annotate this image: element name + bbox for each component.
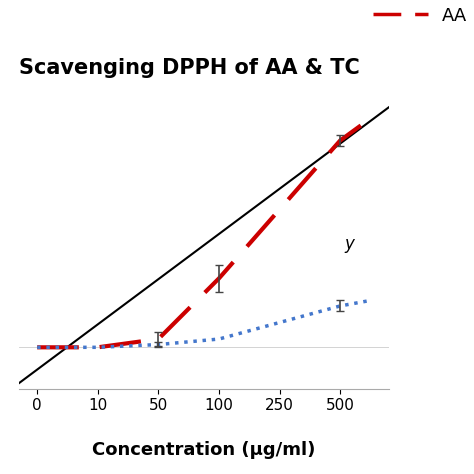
Legend: AA: AA (366, 0, 474, 32)
X-axis label: Concentration (μg/ml): Concentration (μg/ml) (92, 441, 316, 459)
Text: y: y (344, 235, 354, 253)
Text: Scavenging DPPH of AA & TC: Scavenging DPPH of AA & TC (19, 58, 360, 78)
